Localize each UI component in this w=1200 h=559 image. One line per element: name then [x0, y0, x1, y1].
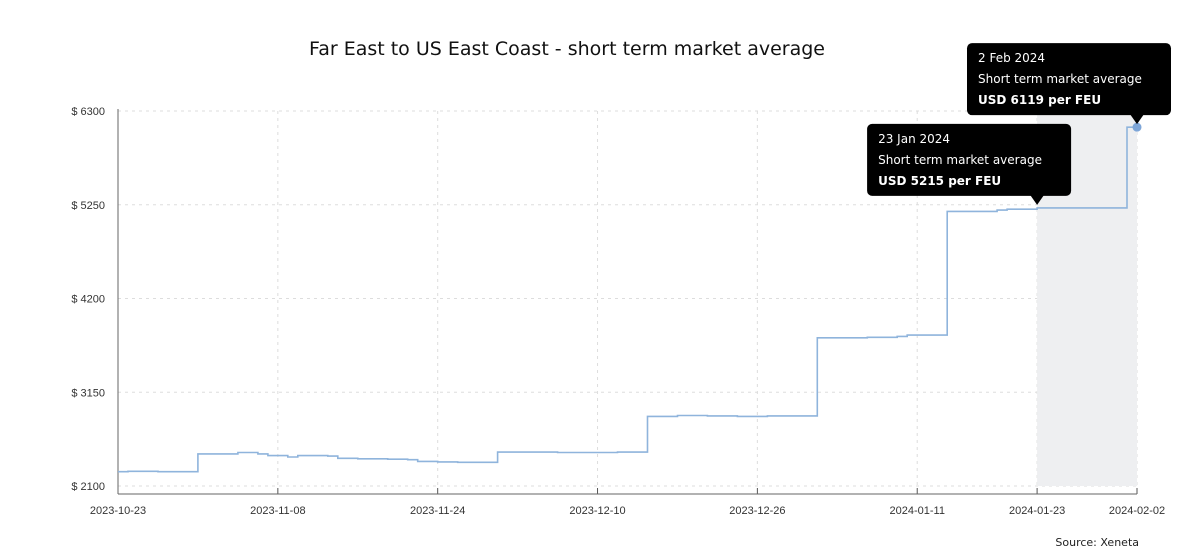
- x-tick-label: 2023-11-08: [250, 505, 305, 517]
- tooltip-date: 23 Jan 2024: [878, 132, 950, 146]
- y-tick-label: $ 6300: [71, 106, 105, 118]
- source-note: Source: Xeneta: [1055, 536, 1139, 549]
- x-tick-label: 2024-01-23: [1009, 505, 1065, 517]
- y-tick-label: $ 2100: [71, 481, 105, 493]
- tooltip-box: [967, 43, 1171, 116]
- x-tick-label: 2023-10-23: [90, 505, 146, 517]
- x-tick-label: 2023-11-24: [410, 505, 465, 517]
- x-tick-label: 2024-02-02: [1109, 505, 1165, 517]
- tooltip: 23 Jan 2024 Short term market average USD …: [867, 123, 1072, 205]
- series-line: [118, 126, 1137, 473]
- tooltip-value: USD 5215 per FEU: [878, 174, 1001, 188]
- x-tick-label: 2023-12-26: [729, 505, 785, 517]
- tooltip-value: USD 6119 per FEU: [978, 93, 1101, 107]
- tooltip-pointer: [1130, 114, 1144, 125]
- tooltip-box: [867, 123, 1072, 196]
- tooltip: 2 Feb 2024 Short term market average USD 6…: [967, 43, 1171, 125]
- y-tick-label: $ 4200: [71, 294, 105, 306]
- x-tick-label: 2024-01-11: [889, 505, 944, 517]
- tooltip-label: Short term market average: [878, 153, 1042, 167]
- y-tick-label: $ 3150: [71, 387, 105, 399]
- tooltip-label: Short term market average: [978, 72, 1142, 86]
- axes: $ 2100 $ 3150 $ 4200 $ 5250 $ 6300 2023-10-23…: [71, 106, 1165, 517]
- tooltip-layer: 2 Feb 2024 Short term market average USD 6…: [867, 43, 1171, 205]
- tooltip-pointer: [1030, 194, 1045, 205]
- y-tick-label: $ 5250: [71, 200, 105, 212]
- tooltip-date: 2 Feb 2024: [978, 51, 1045, 65]
- data-point-marker: [1132, 122, 1142, 132]
- chart-title: Far East to US East Coast - short term m…: [309, 38, 825, 60]
- series-layer: [118, 122, 1142, 473]
- x-tick-label: 2023-12-10: [569, 505, 625, 517]
